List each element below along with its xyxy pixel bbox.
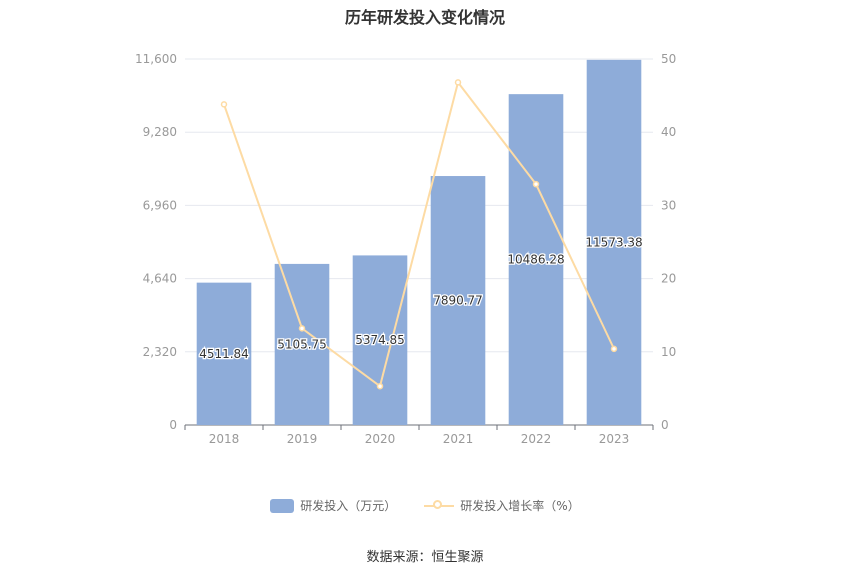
line-point — [610, 345, 618, 353]
y-right-tick-label: 20 — [661, 272, 676, 286]
y-right-tick-label: 40 — [661, 125, 676, 139]
y-left-tick-label: 6,960 — [143, 198, 177, 212]
bar — [352, 255, 408, 425]
y-right-tick-label: 30 — [661, 198, 676, 212]
bar-value-label: 10486.28 — [507, 253, 564, 267]
line-point — [298, 325, 306, 332]
y-left-tick-label: 11,600 — [135, 52, 177, 66]
y-left-tick-label: 4,640 — [143, 272, 177, 286]
bar — [430, 176, 486, 425]
data-labels: 4511.84 5105.75 5374.85 7890.77 10486.28 1157… — [198, 234, 644, 362]
growth-rate-line — [223, 80, 615, 388]
legend-bar-swatch — [270, 498, 295, 513]
y-right-tick-label: 10 — [661, 345, 676, 359]
line-point — [220, 101, 228, 108]
line-series — [220, 79, 618, 390]
line-point — [454, 79, 462, 86]
y-right-tick-label: 50 — [661, 52, 676, 66]
bar-value-label: 7890.77 — [433, 294, 483, 308]
legend-label-growth-rate: 研发投入增长率（%） — [460, 499, 580, 513]
y-left-tick-label: 0 — [169, 418, 177, 432]
source-note: 数据来源：恒生聚源 — [366, 550, 484, 565]
legend-line-swatch — [424, 499, 455, 513]
x-tick-label: 2019 — [287, 432, 318, 446]
x-tick-label: 2020 — [365, 432, 396, 446]
x-tick-label: 2021 — [443, 432, 474, 446]
axes: 0 2,320 4,640 6,960 9,280 11,600 0 10 20 30 40 50 20… — [135, 52, 676, 446]
bar-series — [196, 59, 642, 426]
bar-value-label: 5374.85 — [355, 333, 405, 347]
x-tick-label: 2022 — [521, 432, 552, 446]
bar — [196, 282, 252, 425]
line-point — [532, 180, 540, 188]
bar — [508, 94, 564, 426]
line-point — [376, 382, 384, 390]
bar-value-label: 11573.38 — [585, 235, 642, 249]
legend-item-growth-rate[interactable]: 研发投入增长率（%） — [424, 497, 580, 514]
legend-item-rd-investment[interactable]: 研发投入（万元） — [270, 497, 396, 514]
bar-value-label: 4511.84 — [199, 347, 249, 361]
y-left-tick-label: 2,320 — [143, 345, 177, 359]
legend-label-rd-investment: 研发投入（万元） — [300, 499, 397, 513]
x-tick-label: 2018 — [209, 432, 240, 446]
chart-title: 历年研发投入变化情况 — [344, 8, 505, 27]
bar — [274, 263, 330, 425]
bar-value-label: 5105.75 — [277, 337, 327, 351]
bar — [586, 59, 642, 426]
grid-lines — [185, 58, 653, 426]
legend: 研发投入（万元） 研发投入增长率（%） — [0, 497, 850, 514]
y-left-tick-label: 9,280 — [143, 125, 177, 139]
x-tick-label: 2023 — [599, 432, 630, 446]
y-right-tick-label: 0 — [661, 418, 669, 432]
